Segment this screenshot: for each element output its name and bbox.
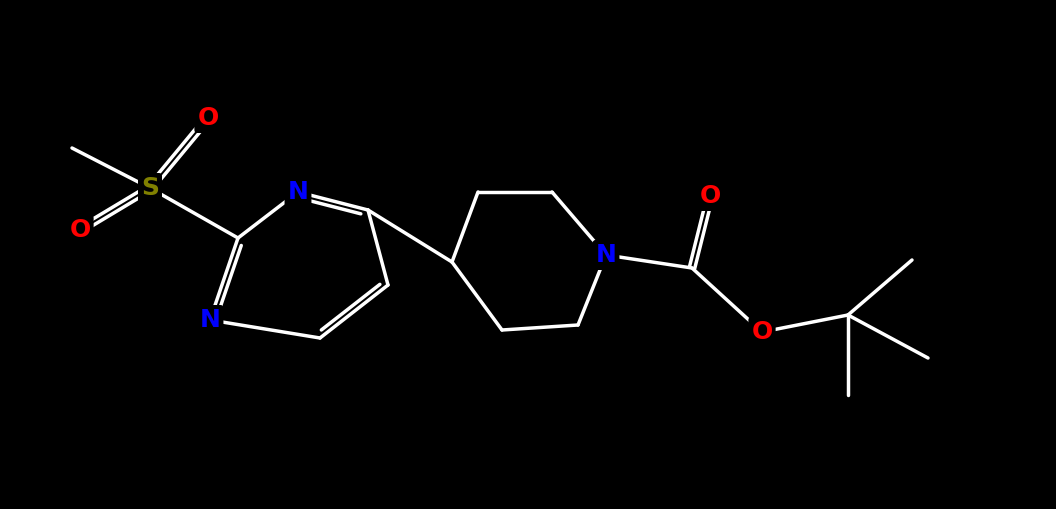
Text: N: N (596, 243, 617, 267)
Text: S: S (142, 176, 159, 200)
Text: O: O (70, 218, 91, 242)
Text: O: O (197, 106, 219, 130)
Text: O: O (699, 184, 720, 208)
Text: N: N (287, 180, 308, 204)
Text: O: O (752, 320, 773, 344)
Text: N: N (200, 308, 221, 332)
